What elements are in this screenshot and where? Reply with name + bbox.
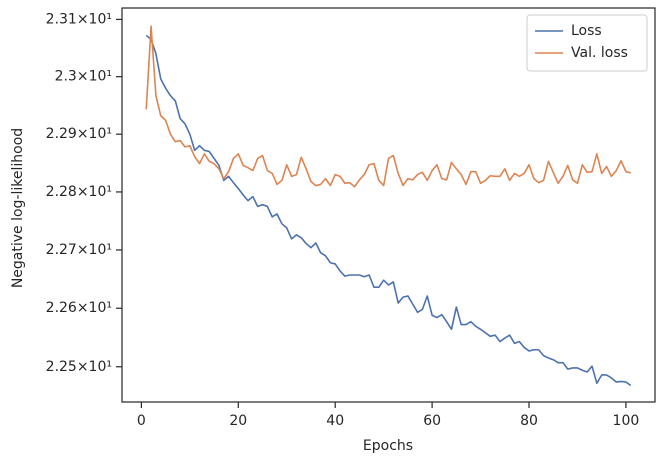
x-tick-label: 100 [613, 413, 640, 429]
y-tick-label: 2.29×10¹ [46, 126, 112, 142]
x-tick-label: 40 [326, 413, 344, 429]
legend-box [526, 14, 648, 72]
y-tick-label: 2.27×10¹ [46, 242, 112, 258]
data-line [145, 25, 631, 188]
data-line [145, 34, 632, 387]
x-tick-label: 20 [229, 413, 247, 429]
plot-frame [121, 7, 656, 403]
legend: Loss Val. loss [526, 14, 648, 72]
x-tick-label: 60 [423, 413, 441, 429]
x-tick-label: 0 [137, 413, 146, 429]
y-tick-label: 2.28×10¹ [46, 184, 112, 200]
legend-label: Loss [571, 23, 602, 39]
x-axis-label: Epochs [363, 438, 413, 454]
legend-label: Val. loss [571, 45, 628, 61]
y-tick-label: 2.31×10¹ [46, 11, 112, 27]
y-tick-label: 2.26×10¹ [46, 300, 112, 316]
y-tick-label: 2.25×10¹ [46, 359, 112, 375]
y-tick-label: 2.3×10¹ [55, 69, 112, 85]
x-tick-label: 80 [520, 413, 538, 429]
y-axis-label: Negative log-likelihood [10, 128, 26, 288]
